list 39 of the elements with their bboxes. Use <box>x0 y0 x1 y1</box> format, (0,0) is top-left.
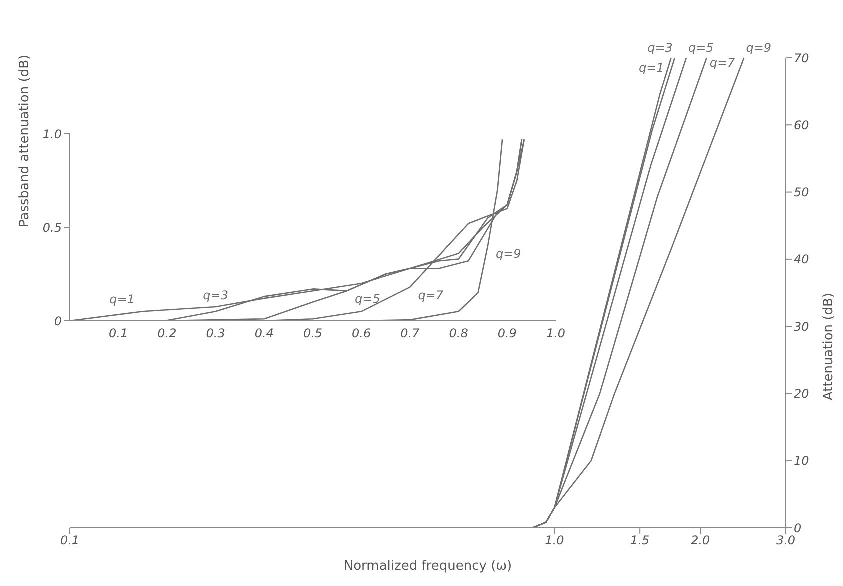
x-tick-label: 0.8 <box>449 326 469 341</box>
y-axis-title: Passband attenuation (dB) <box>18 54 33 228</box>
series-label: q=7 <box>710 56 736 70</box>
x-tick-label: 0.9 <box>498 326 517 341</box>
series-label: q=5 <box>355 292 380 306</box>
y2-tick-label: 40 <box>794 252 810 267</box>
x-axis-title: Normalized frequency (ω) <box>344 559 512 574</box>
y-tick-label: 1.0 <box>42 127 62 142</box>
series-label: q=5 <box>688 41 714 55</box>
x-tick-label: 1.0 <box>545 534 565 548</box>
x-tick-label: 0.7 <box>400 326 420 341</box>
x-tick-label: 2.0 <box>691 534 711 548</box>
x-tick-label: 0.1 <box>60 534 80 548</box>
series-label: q=1 <box>639 61 664 75</box>
x-tick-label: 0.4 <box>254 326 274 341</box>
y-tick-label: 0 <box>54 314 62 328</box>
y2-tick-label: 60 <box>794 118 810 132</box>
x-tick-label: 3.0 <box>776 534 796 548</box>
y2-tick-label: 0 <box>794 521 802 536</box>
y2-tick-label: 50 <box>794 186 810 200</box>
y2-tick-label: 30 <box>794 320 810 334</box>
x-tick-label: 0.6 <box>352 326 372 341</box>
y-tick-label: 0.5 <box>42 220 62 235</box>
x-tick-label: 1.5 <box>630 534 650 548</box>
x-tick-label: 0.3 <box>206 326 226 341</box>
series-label: q=9 <box>496 247 522 262</box>
y2-axis-title: Attenuation (dB) <box>822 293 837 401</box>
series-label: q=7 <box>418 288 444 302</box>
y2-tick-label: 20 <box>794 386 810 401</box>
y2-tick-label: 70 <box>794 51 810 66</box>
x-tick-label: 1.0 <box>546 326 566 341</box>
series-label: q=3 <box>648 41 673 55</box>
series-label: q=3 <box>203 288 228 303</box>
y2-tick-label: 10 <box>794 454 810 468</box>
x-tick-label: 0.1 <box>109 326 128 341</box>
x-tick-label: 0.5 <box>303 326 323 341</box>
series-label: q=9 <box>746 41 772 55</box>
series-label: q=1 <box>110 292 135 307</box>
x-tick-label: 0.2 <box>158 326 177 341</box>
